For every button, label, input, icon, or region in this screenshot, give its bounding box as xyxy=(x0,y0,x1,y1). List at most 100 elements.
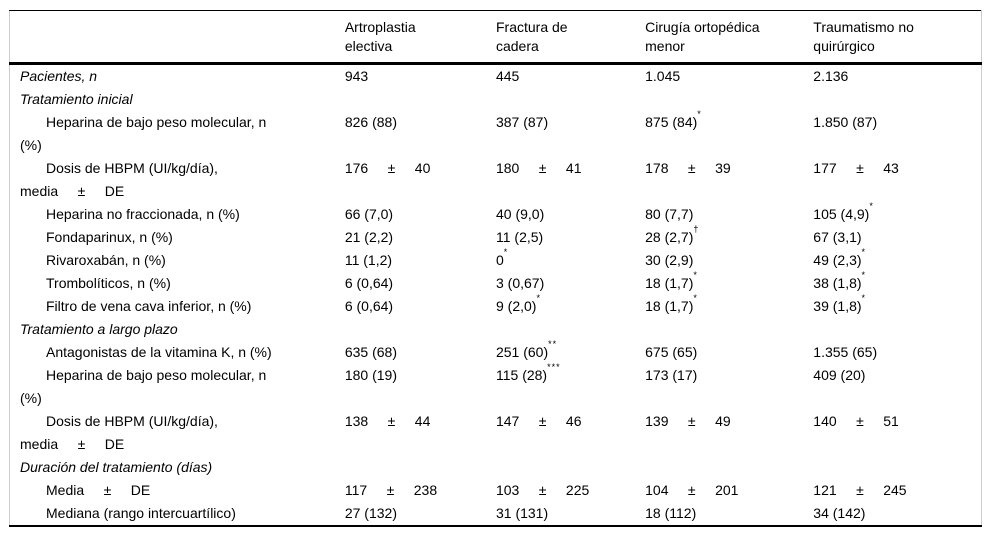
significance-marker: * xyxy=(861,270,867,281)
cell-value: 409 (20) xyxy=(813,367,866,383)
table-cell: 3 (0,67) xyxy=(496,272,645,295)
table-row: Filtro de vena cava inferior, n (%) 6 (0,… xyxy=(10,293,982,318)
table-row: Heparina de bajo peso molecular, n (%) 82… xyxy=(10,110,982,157)
table-cell: 40 (9,0) xyxy=(496,203,645,226)
table-row: Heparina de bajo peso molecular, n (%) 18… xyxy=(10,363,982,410)
cell-value: 173 (17) xyxy=(645,367,698,383)
header-row: Artroplastia electiva Fractura de cadera… xyxy=(9,11,982,64)
significance-marker: † xyxy=(693,224,700,235)
significance-marker: ** xyxy=(548,339,558,350)
cell-value: 1.850 (87) xyxy=(813,114,878,130)
cell-value: 18 (112) xyxy=(645,505,697,521)
table-row: Antagonistas de la vitamina K, n (%) 635 … xyxy=(10,339,982,364)
table-cell: 635 (68) xyxy=(345,341,496,364)
cell-value: 104 ± 201 xyxy=(645,482,739,498)
cell-value: 105 (4,9) xyxy=(813,206,870,222)
cell-value: 34 (142) xyxy=(813,505,866,521)
row-label: Tratamiento a largo plazo xyxy=(20,321,178,337)
column-header-fractura: Fractura de cadera xyxy=(495,19,568,54)
cell-value: 11 (1,2) xyxy=(344,252,393,268)
table-cell: 28 (2,7)† xyxy=(645,224,813,249)
cell-value: 39 (1,8) xyxy=(813,298,862,314)
table-cell: 27 (132) xyxy=(345,502,496,526)
row-label: Heparina de bajo peso molecular, n (%) xyxy=(20,114,267,153)
row-label: Heparina de bajo peso molecular, n (%) xyxy=(20,367,267,406)
table-body: Pacientes, n 943 445 1.045 2.136 Tratamiento … xyxy=(10,64,982,527)
cell-value: 943 xyxy=(344,68,369,84)
cell-value: 38 (1,8) xyxy=(813,275,862,291)
cell-value: 9 (2,0) xyxy=(495,298,537,314)
table-cell: 39 (1,8)* xyxy=(813,294,981,318)
cell-value: 178 ± 39 xyxy=(645,160,731,176)
row-label: Media ± DE xyxy=(46,482,151,498)
cell-value: 875 (84) xyxy=(645,114,698,130)
table-cell xyxy=(645,318,813,341)
table-cell: 18 (112) xyxy=(645,502,813,526)
row-label: Pacientes, n xyxy=(20,68,98,84)
table-cell: 138 ± 44 xyxy=(345,410,496,456)
table-cell: 117 ± 238 xyxy=(345,479,496,502)
table-row: Trombolíticos, n (%) 6 (0,64) 3 (0,67) 18 (… xyxy=(10,270,982,295)
treatment-by-surgery-table: Artroplastia electiva Fractura de cadera… xyxy=(9,10,982,527)
cell-value: 387 (87) xyxy=(495,114,549,130)
cell-value: 140 ± 51 xyxy=(813,413,899,429)
table-cell: 875 (84)* xyxy=(645,110,813,157)
cell-value: 27 (132) xyxy=(344,505,397,521)
table-row: Media ± DE 117 ± 238 103 ± 225 104 ± 201 121… xyxy=(10,479,982,502)
table-cell: 115 (28)*** xyxy=(495,363,645,410)
cell-value: 28 (2,7) xyxy=(645,229,694,245)
cell-value: 40 (9,0) xyxy=(495,206,545,222)
row-label: Antagonistas de la vitamina K, n (%) xyxy=(46,344,272,360)
table-cell: 180 (19) xyxy=(345,364,496,410)
cell-value: 635 (68) xyxy=(344,344,397,360)
table-cell: 21 (2,2) xyxy=(345,226,496,249)
table-cell: 139 ± 49 xyxy=(645,410,813,456)
table-cell: 11 (2,5) xyxy=(496,226,645,249)
cell-value: 0 xyxy=(495,252,504,268)
row-label: Trombolíticos, n (%) xyxy=(46,275,171,291)
row-label: Duración del tratamiento (días) xyxy=(20,459,213,475)
table-row: Pacientes, n 943 445 1.045 2.136 xyxy=(10,64,982,89)
table-row: Dosis de HBPM (UI/kg/día), media ± DE 176… xyxy=(10,157,982,203)
row-label: Heparina no fraccionada, n (%) xyxy=(46,206,240,222)
table-cell xyxy=(345,456,496,479)
cell-value: 31 (131) xyxy=(495,505,549,521)
table-cell: 147 ± 46 xyxy=(496,410,645,456)
cell-value: 139 ± 49 xyxy=(645,413,731,429)
cell-value: 138 ± 44 xyxy=(344,413,431,429)
cell-value: 49 (2,3) xyxy=(813,252,862,268)
corner-cell xyxy=(10,11,345,64)
cell-value: 3 (0,67) xyxy=(495,275,545,291)
table-cell: 49 (2,3)* xyxy=(813,247,981,272)
table-row: Tratamiento a largo plazo xyxy=(10,318,982,341)
significance-marker: * xyxy=(861,247,867,258)
table-cell xyxy=(813,456,981,479)
table-row: Mediana (rango intercuartílico) 27 (132) 3… xyxy=(10,502,982,526)
table-cell: 176 ± 40 xyxy=(345,157,496,203)
cell-value: 675 (65) xyxy=(645,344,698,360)
table-cell: 0* xyxy=(495,248,645,272)
significance-marker: * xyxy=(536,293,541,304)
table-cell: 675 (65) xyxy=(645,341,813,364)
table-cell xyxy=(496,88,645,111)
table-cell: 140 ± 51 xyxy=(813,410,981,456)
table-cell: 173 (17) xyxy=(645,364,813,410)
table-row: Rivaroxabán, n (%) 11 (1,2) 0* 30 (2,9) 49 (… xyxy=(10,247,982,272)
cell-value: 177 ± 43 xyxy=(813,160,899,176)
row-label: Dosis de HBPM (UI/kg/día), media ± DE xyxy=(20,413,218,452)
table-cell: 177 ± 43 xyxy=(813,157,981,203)
cell-value: 826 (88) xyxy=(344,114,397,130)
row-label: Rivaroxabán, n (%) xyxy=(46,252,166,268)
table-cell: 1.045 xyxy=(645,64,813,89)
table-cell: 105 (4,9)* xyxy=(813,202,981,226)
table-cell xyxy=(496,318,645,341)
cell-value: 180 ± 41 xyxy=(495,160,582,176)
table-row: Fondaparinux, n (%) 21 (2,2) 11 (2,5) 28 (2… xyxy=(10,224,982,249)
table-row: Heparina no fraccionada, n (%) 66 (7,0) 40… xyxy=(10,202,982,226)
cell-value: 18 (1,7) xyxy=(645,275,694,291)
cell-value: 18 (1,7) xyxy=(645,298,694,314)
cell-value: 115 (28) xyxy=(495,367,548,383)
table-cell: 103 ± 225 xyxy=(496,479,645,502)
table-cell: 30 (2,9) xyxy=(645,249,813,272)
